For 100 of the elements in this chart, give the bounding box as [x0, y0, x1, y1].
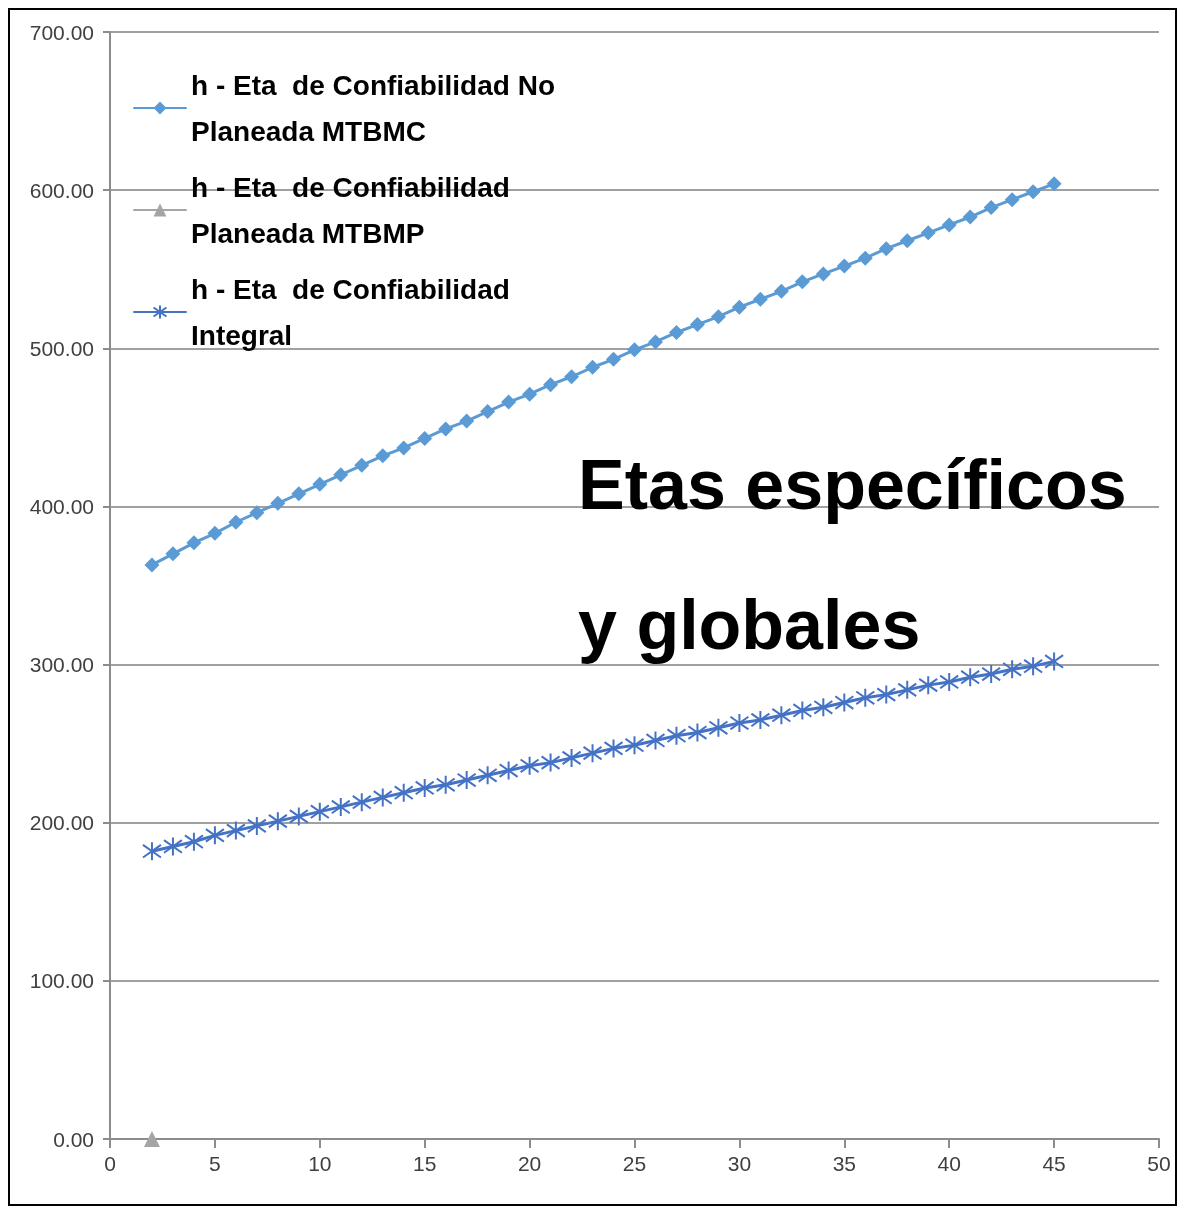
- y-tick-label: 0.00: [53, 1127, 94, 1151]
- point: [522, 386, 538, 402]
- point: [750, 709, 771, 730]
- point: [501, 394, 517, 410]
- x-tick-label: 10: [308, 1152, 332, 1175]
- point: [351, 792, 372, 813]
- point: [288, 806, 309, 827]
- point: [668, 324, 684, 340]
- point: [207, 525, 223, 541]
- point: [794, 274, 810, 290]
- point: [792, 700, 813, 721]
- point: [815, 266, 831, 282]
- point: [647, 334, 663, 350]
- point: [141, 841, 162, 862]
- point: [165, 546, 181, 562]
- point: [393, 782, 414, 803]
- point: [773, 283, 789, 299]
- point: [918, 675, 939, 696]
- point: [606, 351, 622, 367]
- point: [354, 457, 370, 473]
- point: [162, 836, 183, 857]
- point: [270, 495, 286, 511]
- point: [1002, 659, 1023, 680]
- point: [249, 505, 265, 521]
- text: Etas específicos y globales: [578, 446, 1127, 664]
- point: [857, 250, 873, 266]
- point: [941, 217, 957, 233]
- point: [983, 200, 999, 216]
- point: [1004, 192, 1020, 208]
- point: [438, 421, 454, 437]
- y-tick-label: 600.00: [29, 178, 94, 202]
- point: [897, 679, 918, 700]
- point: [456, 770, 477, 791]
- point: [582, 743, 603, 764]
- point: [878, 241, 894, 257]
- point: [624, 735, 645, 756]
- point: [204, 825, 225, 846]
- point: [375, 448, 391, 464]
- point: [876, 684, 897, 705]
- x-tick-label: 35: [832, 1152, 856, 1175]
- point: [603, 738, 624, 759]
- point: [836, 258, 852, 274]
- point: [267, 811, 288, 832]
- point: [1044, 651, 1065, 672]
- x-tick-label: 45: [1042, 1152, 1066, 1175]
- point: [1025, 184, 1041, 200]
- point: [627, 342, 642, 358]
- x-tick-label: 20: [517, 1152, 542, 1175]
- point: [417, 430, 433, 446]
- point: [813, 697, 834, 718]
- point: [435, 774, 456, 795]
- x-tick-label: 25: [622, 1152, 647, 1175]
- point: [183, 831, 204, 852]
- point: [143, 1131, 160, 1147]
- point: [498, 760, 519, 781]
- point: [228, 514, 244, 530]
- point: [710, 309, 726, 325]
- point: [855, 687, 876, 708]
- point: [372, 787, 393, 808]
- point: [771, 705, 792, 726]
- y-tick-label: 100.00: [29, 969, 94, 993]
- point: [561, 747, 582, 768]
- point: [687, 722, 708, 743]
- point: [312, 476, 328, 492]
- x-tick-label: 30: [727, 1152, 752, 1175]
- y-tick-label: 200.00: [29, 811, 94, 835]
- y-tick-label: 300.00: [29, 653, 94, 677]
- point: [186, 535, 202, 551]
- point: [291, 486, 307, 502]
- point: [939, 671, 960, 692]
- point: [540, 752, 561, 773]
- point: [920, 225, 936, 241]
- point: [1046, 176, 1062, 192]
- point: [543, 377, 559, 393]
- point: [459, 413, 475, 429]
- point: [689, 317, 705, 333]
- point: [330, 796, 351, 817]
- x-tick-label: 40: [937, 1152, 961, 1175]
- point: [480, 404, 496, 420]
- point: [962, 209, 978, 225]
- point: [666, 725, 687, 746]
- point: [585, 359, 601, 375]
- legend-label: h - Eta de Confiabilidad Integral: [191, 273, 510, 351]
- y-tick-label: 500.00: [29, 336, 94, 360]
- point: [246, 815, 267, 836]
- x-tick-label: 50: [1147, 1152, 1171, 1175]
- point: [333, 467, 349, 483]
- point: [834, 692, 855, 713]
- point: [519, 755, 540, 776]
- point: [981, 664, 1002, 685]
- point: [564, 369, 580, 385]
- point: [645, 730, 666, 751]
- point: [414, 777, 435, 798]
- x-tick-label: 15: [413, 1152, 437, 1175]
- point: [899, 233, 915, 249]
- point: [477, 765, 498, 786]
- point: [309, 801, 330, 822]
- y-tick-label: 400.00: [29, 494, 94, 518]
- x-tick-label: 5: [209, 1152, 221, 1175]
- point: [708, 717, 729, 738]
